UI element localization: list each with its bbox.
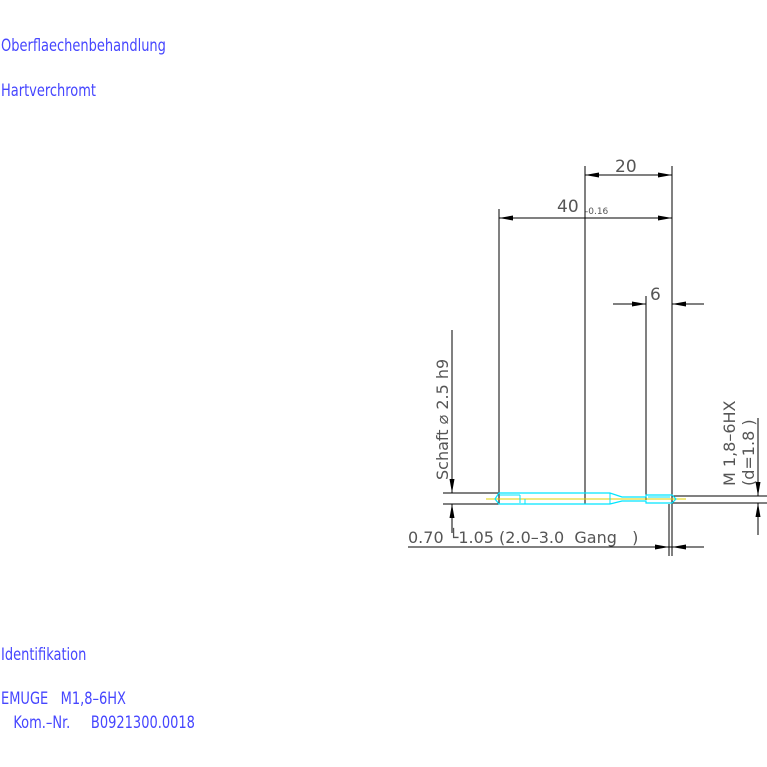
thread-diameter: (d=1.8 ) [739, 419, 758, 486]
shank-diameter: Schaft ⌀ 2.5 h9 [433, 359, 452, 480]
surface-treatment-label: Oberflaechenbehandlung [1, 36, 166, 56]
dimension-lines [408, 172, 761, 550]
dim-40-tolerance: -0.16 [585, 207, 609, 217]
identification-label: Identifikation [1, 645, 87, 665]
dim-6: 6 [650, 285, 661, 305]
extension-lines [443, 166, 767, 556]
kom-number-line: Kom.–Nr. B0921300.0018 [1, 713, 195, 733]
tap-tool [486, 492, 686, 505]
tool-outline [494, 492, 677, 505]
chamfer-spec: 0.70 └1.05 (2.0–3.0 Gang ) [408, 527, 638, 547]
dim-40: 40 [557, 197, 579, 217]
thread-spec: M 1,8–6HX [720, 400, 739, 486]
surface-treatment-value: Hartverchromt [1, 81, 97, 101]
dim-20: 20 [615, 157, 637, 177]
maker-line: EMUGE M1,8–6HX [1, 689, 126, 709]
